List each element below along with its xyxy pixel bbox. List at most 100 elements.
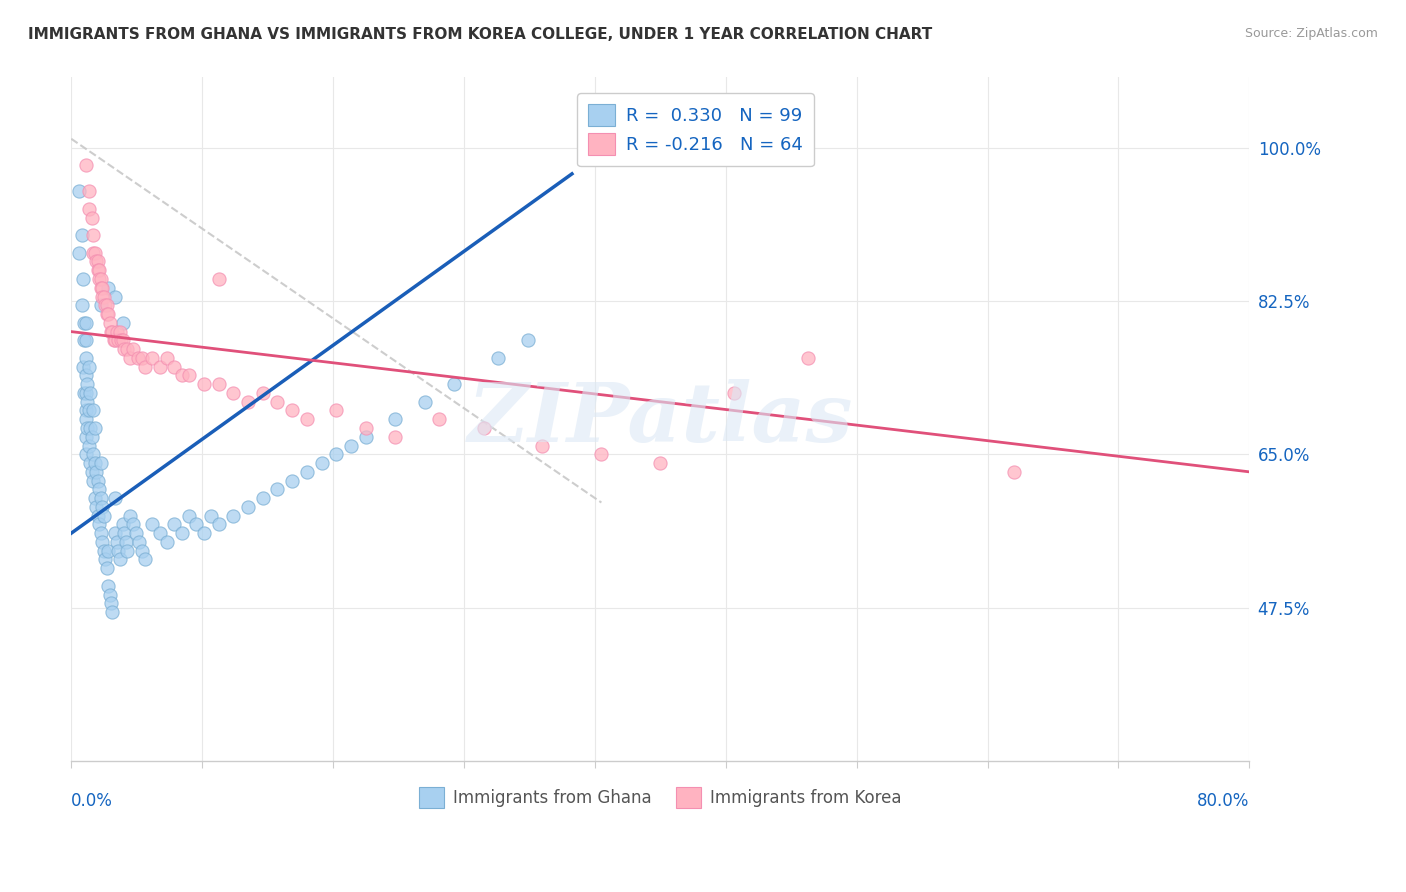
Point [98, 316, 121, 330]
Point [207, 272, 229, 286]
Point [100, 325, 122, 339]
Point [177, 368, 200, 383]
Point [90, 281, 112, 295]
Point [131, 543, 153, 558]
Point [82, 447, 104, 461]
Point [76, 377, 98, 392]
Point [93, 543, 115, 558]
Point [170, 368, 193, 383]
Point [91, 500, 114, 514]
Point [101, 605, 124, 619]
Point [97, 307, 120, 321]
Point [75, 412, 97, 426]
Point [193, 377, 215, 392]
Point [80, 465, 103, 479]
Point [128, 535, 150, 549]
Point [97, 281, 120, 295]
Point [295, 412, 318, 426]
Point [91, 289, 114, 303]
Point [91, 281, 114, 295]
Point [77, 359, 100, 374]
Point [443, 377, 465, 392]
Point [87, 508, 110, 523]
Point [70, 228, 93, 243]
Point [131, 351, 153, 365]
Point [94, 552, 117, 566]
Point [156, 535, 179, 549]
Point [111, 517, 134, 532]
Text: 0.0%: 0.0% [72, 791, 112, 810]
Point [295, 465, 318, 479]
Point [486, 351, 509, 365]
Point [84, 500, 107, 514]
Point [149, 526, 172, 541]
Point [70, 298, 93, 312]
Point [76, 421, 98, 435]
Point [413, 394, 436, 409]
Point [516, 334, 538, 348]
Point [354, 421, 377, 435]
Point [75, 351, 97, 365]
Point [75, 430, 97, 444]
Point [89, 272, 111, 286]
Point [75, 334, 97, 348]
Point [76, 394, 98, 409]
Point [114, 535, 136, 549]
Point [650, 456, 672, 470]
Point [252, 386, 274, 401]
Point [384, 430, 406, 444]
Point [796, 351, 818, 365]
Point [97, 543, 120, 558]
Point [72, 272, 94, 286]
Point [170, 526, 193, 541]
Point [108, 325, 131, 339]
Point [87, 263, 110, 277]
Point [186, 517, 208, 532]
Point [325, 403, 347, 417]
Legend: Immigrants from Ghana, Immigrants from Korea: Immigrants from Ghana, Immigrants from K… [413, 780, 908, 814]
Point [222, 386, 245, 401]
Point [72, 359, 94, 374]
Point [1002, 465, 1025, 479]
Point [90, 272, 112, 286]
Point [97, 579, 120, 593]
Point [531, 438, 554, 452]
Point [82, 228, 104, 243]
Point [82, 403, 104, 417]
Point [67, 185, 90, 199]
Point [281, 403, 304, 417]
Point [75, 158, 97, 172]
Point [325, 447, 347, 461]
Point [141, 351, 163, 365]
Point [115, 543, 138, 558]
Point [723, 386, 745, 401]
Point [236, 394, 259, 409]
Point [149, 359, 172, 374]
Point [79, 421, 101, 435]
Point [281, 474, 304, 488]
Point [84, 465, 107, 479]
Text: Source: ZipAtlas.com: Source: ZipAtlas.com [1244, 27, 1378, 40]
Point [311, 456, 333, 470]
Point [105, 535, 128, 549]
Point [94, 298, 117, 312]
Point [77, 438, 100, 452]
Point [67, 245, 90, 260]
Point [429, 412, 451, 426]
Point [108, 552, 131, 566]
Point [122, 517, 145, 532]
Point [107, 543, 129, 558]
Point [207, 377, 229, 392]
Point [89, 263, 111, 277]
Text: 80.0%: 80.0% [1197, 791, 1250, 810]
Point [82, 245, 104, 260]
Point [354, 430, 377, 444]
Point [252, 491, 274, 505]
Point [75, 316, 97, 330]
Point [90, 526, 112, 541]
Point [115, 342, 138, 356]
Point [77, 185, 100, 199]
Point [177, 508, 200, 523]
Point [83, 245, 105, 260]
Point [111, 316, 134, 330]
